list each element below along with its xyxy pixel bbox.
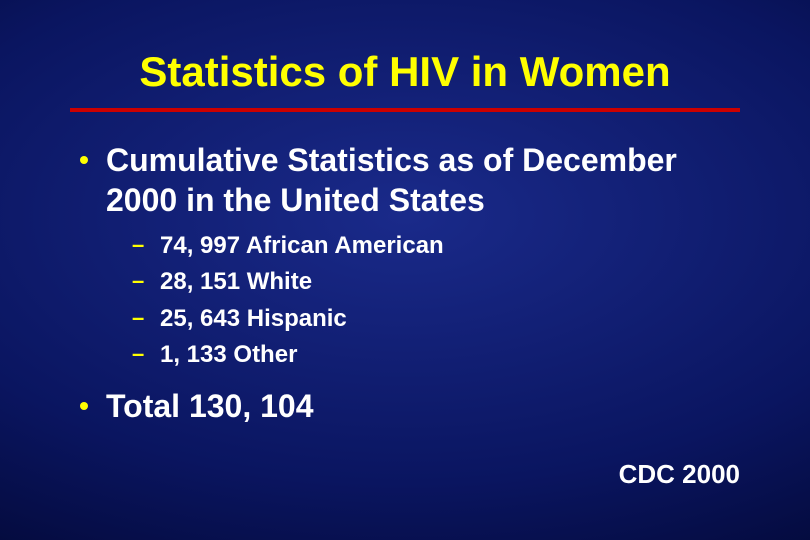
bullet-icon — [80, 402, 88, 410]
sub-bullet-text: 25, 643 Hispanic — [160, 303, 347, 335]
dash-icon: – — [132, 266, 160, 296]
sub-bullet-text: 28, 151 White — [160, 266, 312, 298]
sub-bullet-item: – 25, 643 Hispanic — [132, 303, 750, 335]
slide-content: Cumulative Statistics as of December 200… — [60, 140, 750, 426]
sub-bullet-text: 1, 133 Other — [160, 339, 297, 371]
bullet-text: Cumulative Statistics as of December 200… — [106, 140, 750, 220]
sub-bullet-list: – 74, 997 African American – 28, 151 Whi… — [80, 230, 750, 372]
bullet-item: Cumulative Statistics as of December 200… — [80, 140, 750, 220]
dash-icon: – — [132, 339, 160, 369]
dash-icon: – — [132, 303, 160, 333]
citation: CDC 2000 — [619, 459, 740, 490]
sub-bullet-item: – 74, 997 African American — [132, 230, 750, 262]
bullet-text: Total 130, 104 — [106, 386, 314, 426]
title-underline — [70, 108, 740, 112]
bullet-item: Total 130, 104 — [80, 386, 750, 426]
sub-bullet-item: – 28, 151 White — [132, 266, 750, 298]
slide: Statistics of HIV in Women Cumulative St… — [0, 0, 810, 540]
bullet-icon — [80, 156, 88, 164]
dash-icon: – — [132, 230, 160, 260]
slide-title: Statistics of HIV in Women — [100, 48, 710, 96]
sub-bullet-text: 74, 997 African American — [160, 230, 444, 262]
sub-bullet-item: – 1, 133 Other — [132, 339, 750, 371]
